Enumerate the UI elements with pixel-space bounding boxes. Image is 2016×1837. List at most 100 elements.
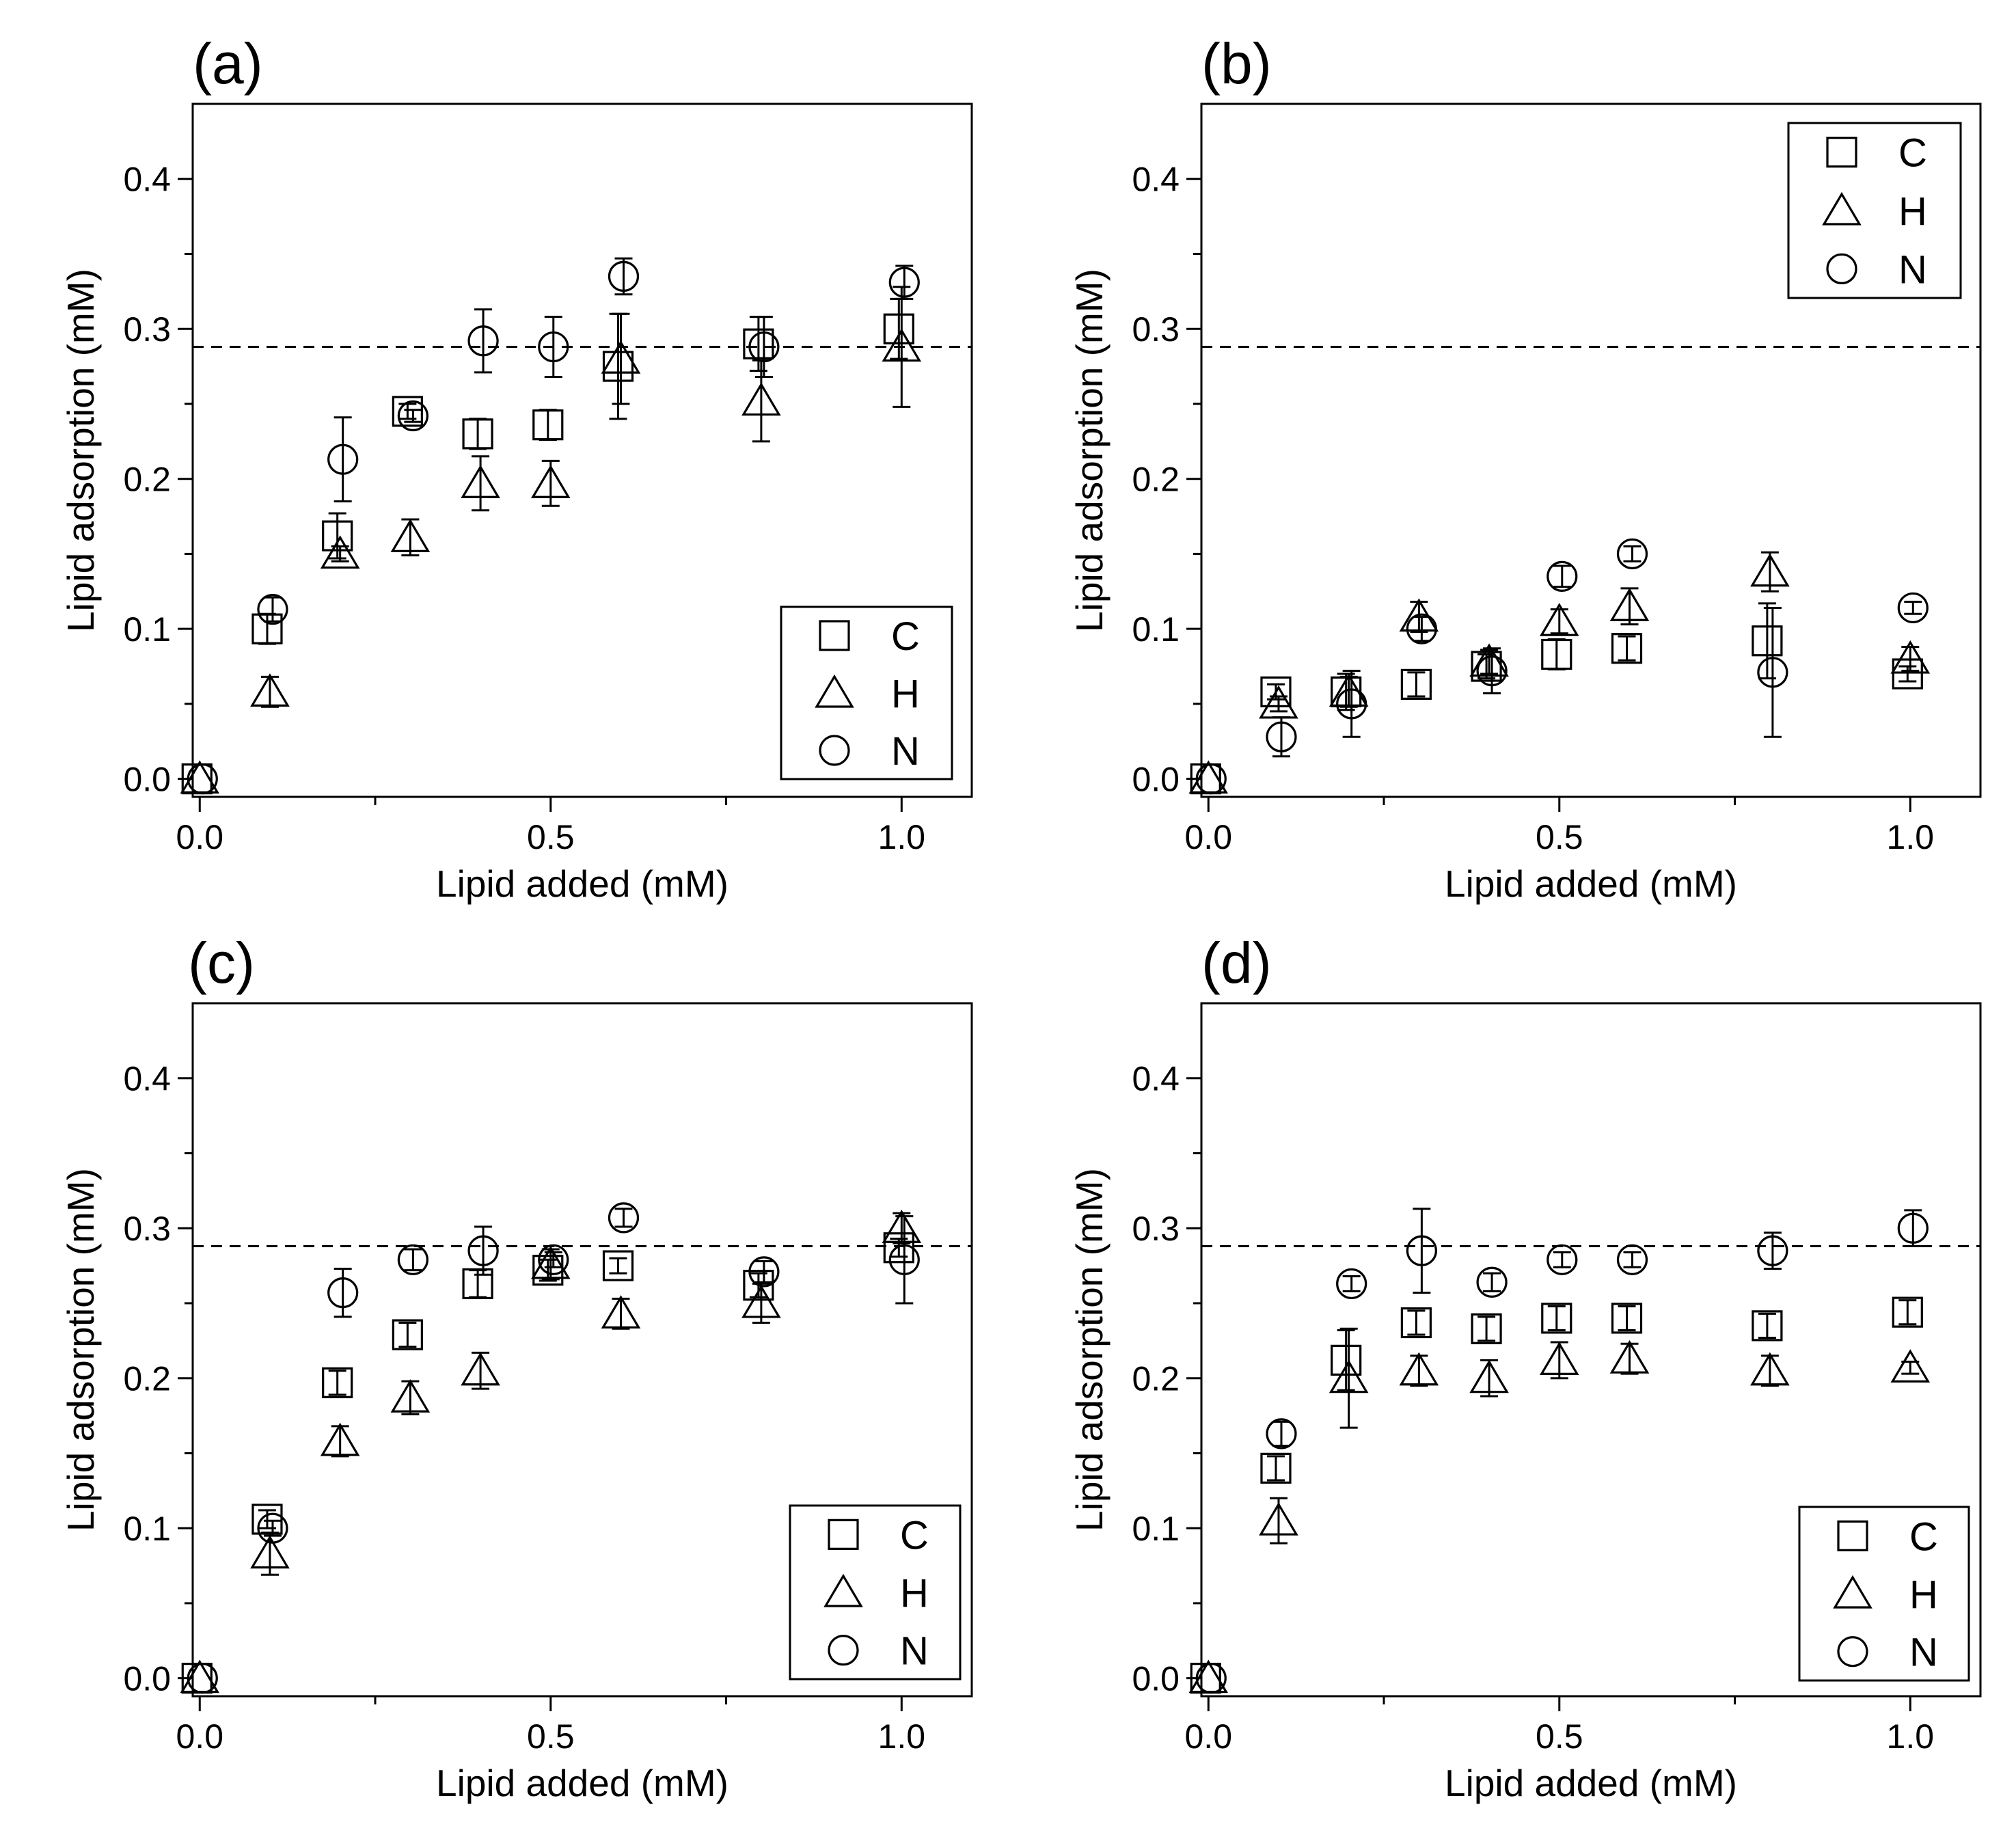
data-point-N bbox=[748, 331, 780, 363]
data-point-N bbox=[748, 1256, 780, 1288]
data-point-C bbox=[1260, 676, 1292, 707]
data-point-N bbox=[608, 260, 640, 292]
data-point-N bbox=[888, 1244, 920, 1275]
legend-box bbox=[789, 1504, 962, 1680]
series-C bbox=[1190, 602, 1923, 795]
legend-label: C bbox=[900, 1513, 929, 1557]
x-tick-label: 0.5 bbox=[527, 1717, 575, 1756]
legend-marker-N bbox=[828, 1635, 859, 1666]
legend-marker-C bbox=[1837, 1520, 1868, 1551]
data-point-H bbox=[1259, 1502, 1298, 1536]
data-point-N bbox=[538, 1244, 569, 1275]
data-point-H bbox=[320, 1422, 360, 1456]
data-point-H bbox=[1399, 1352, 1439, 1386]
series-H bbox=[1188, 551, 1931, 794]
series-H bbox=[1188, 1327, 1931, 1693]
plot-frame bbox=[1200, 103, 1982, 798]
data-point-N bbox=[608, 1202, 640, 1234]
y-tick-label: 0.1 bbox=[123, 610, 171, 649]
x-tick-label: 0.5 bbox=[1536, 1717, 1583, 1756]
series-H bbox=[180, 1210, 922, 1693]
data-point-H bbox=[250, 1535, 290, 1569]
y-tick-label: 0.2 bbox=[123, 461, 171, 499]
data-point-C bbox=[1892, 658, 1923, 690]
y-axis-label: Lipid adsorption (mM) bbox=[1068, 1168, 1111, 1532]
data-point-H bbox=[530, 465, 571, 498]
y-tick-label: 0.0 bbox=[1132, 1660, 1180, 1698]
legend-marker-H bbox=[823, 1573, 863, 1607]
series-N bbox=[1195, 538, 1929, 795]
data-point-N bbox=[1476, 1266, 1508, 1298]
legend-box bbox=[780, 605, 953, 780]
y-axis-label: Lipid adsorption (mM) bbox=[59, 1168, 102, 1532]
data-point-C bbox=[1752, 1310, 1783, 1342]
y-tick-label: 0.4 bbox=[1132, 1060, 1180, 1098]
legend-marker-H bbox=[1833, 1575, 1872, 1609]
y-tick-label: 0.1 bbox=[1132, 610, 1180, 649]
y-tick-label: 0.2 bbox=[123, 1360, 171, 1398]
series-N bbox=[187, 257, 920, 795]
data-point-N bbox=[1195, 763, 1227, 795]
data-point-C bbox=[883, 313, 914, 344]
x-tick-label: 1.0 bbox=[1887, 818, 1935, 856]
data-point-H bbox=[530, 1245, 571, 1279]
series-C bbox=[1190, 1296, 1923, 1694]
data-point-N bbox=[1266, 721, 1297, 752]
data-point-H bbox=[461, 1352, 500, 1386]
panel-title: (a) bbox=[193, 31, 263, 96]
y-tick-label: 0.3 bbox=[123, 310, 171, 349]
x-tick-label: 1.0 bbox=[878, 1717, 926, 1756]
data-point-N bbox=[327, 1277, 359, 1309]
legend-marker-H bbox=[815, 674, 854, 708]
legend-marker-N bbox=[1826, 253, 1857, 284]
data-point-C bbox=[322, 1367, 353, 1398]
data-point-C bbox=[462, 1268, 493, 1300]
x-tick-label: 0.5 bbox=[1536, 818, 1583, 856]
y-tick-label: 0.3 bbox=[1132, 1210, 1180, 1248]
data-point-N bbox=[327, 444, 359, 475]
data-point-H bbox=[882, 1210, 922, 1243]
data-point-H bbox=[1609, 588, 1650, 621]
legend-label: C bbox=[1898, 131, 1927, 176]
data-point-N bbox=[1757, 1235, 1788, 1266]
panel-title: (c) bbox=[188, 931, 255, 995]
legend-label: H bbox=[900, 1571, 929, 1616]
data-point-N bbox=[1195, 1663, 1227, 1694]
panel-c: (c) 0.0 0.1 0.2 0.3 0.4 0.0 0.5 1.0 Lipid added (… bbox=[59, 931, 973, 1804]
data-point-H bbox=[1329, 1359, 1369, 1393]
y-axis-label: Lipid adsorption (mM) bbox=[1068, 269, 1111, 632]
x-tick-label: 0.0 bbox=[1185, 1717, 1233, 1756]
x-axis-label: Lipid added (mM) bbox=[1445, 862, 1737, 905]
y-tick-label: 0.2 bbox=[1132, 1360, 1180, 1398]
legend-box bbox=[1798, 1506, 1970, 1682]
legend-label: C bbox=[1909, 1514, 1938, 1559]
data-point-N bbox=[1897, 592, 1929, 624]
y-axis-label: Lipid adsorption (mM) bbox=[59, 269, 102, 632]
series-H bbox=[180, 286, 922, 794]
y-tick-label: 0.4 bbox=[123, 161, 171, 199]
data-point-N bbox=[1547, 560, 1578, 592]
y-tick-label: 0.4 bbox=[1132, 161, 1180, 199]
data-point-C bbox=[1892, 1296, 1923, 1328]
y-tick-label: 0.4 bbox=[123, 1060, 171, 1098]
legend-label: C bbox=[891, 614, 920, 659]
x-tick-label: 0.0 bbox=[176, 1717, 224, 1756]
data-point-N bbox=[467, 1235, 499, 1266]
series-N bbox=[1195, 1208, 1929, 1694]
data-point-C bbox=[322, 520, 353, 552]
data-point-N bbox=[1616, 1244, 1648, 1275]
data-point-C bbox=[743, 1270, 774, 1301]
legend-label: H bbox=[891, 672, 920, 716]
data-point-C bbox=[251, 613, 283, 644]
data-point-N bbox=[1336, 688, 1367, 720]
data-point-H bbox=[741, 382, 781, 416]
data-point-H bbox=[741, 1284, 781, 1318]
panel-b: (b) 0.0 0.1 0.2 0.3 0.4 0.0 0.5 1.0 Lipid added (… bbox=[1068, 31, 1982, 905]
legend: CHN bbox=[780, 605, 953, 780]
data-point-H bbox=[1539, 1342, 1579, 1375]
data-point-C bbox=[532, 409, 564, 441]
data-point-H bbox=[882, 328, 922, 362]
x-axis-label: Lipid added (mM) bbox=[436, 1762, 728, 1804]
data-point-C bbox=[392, 1319, 423, 1350]
